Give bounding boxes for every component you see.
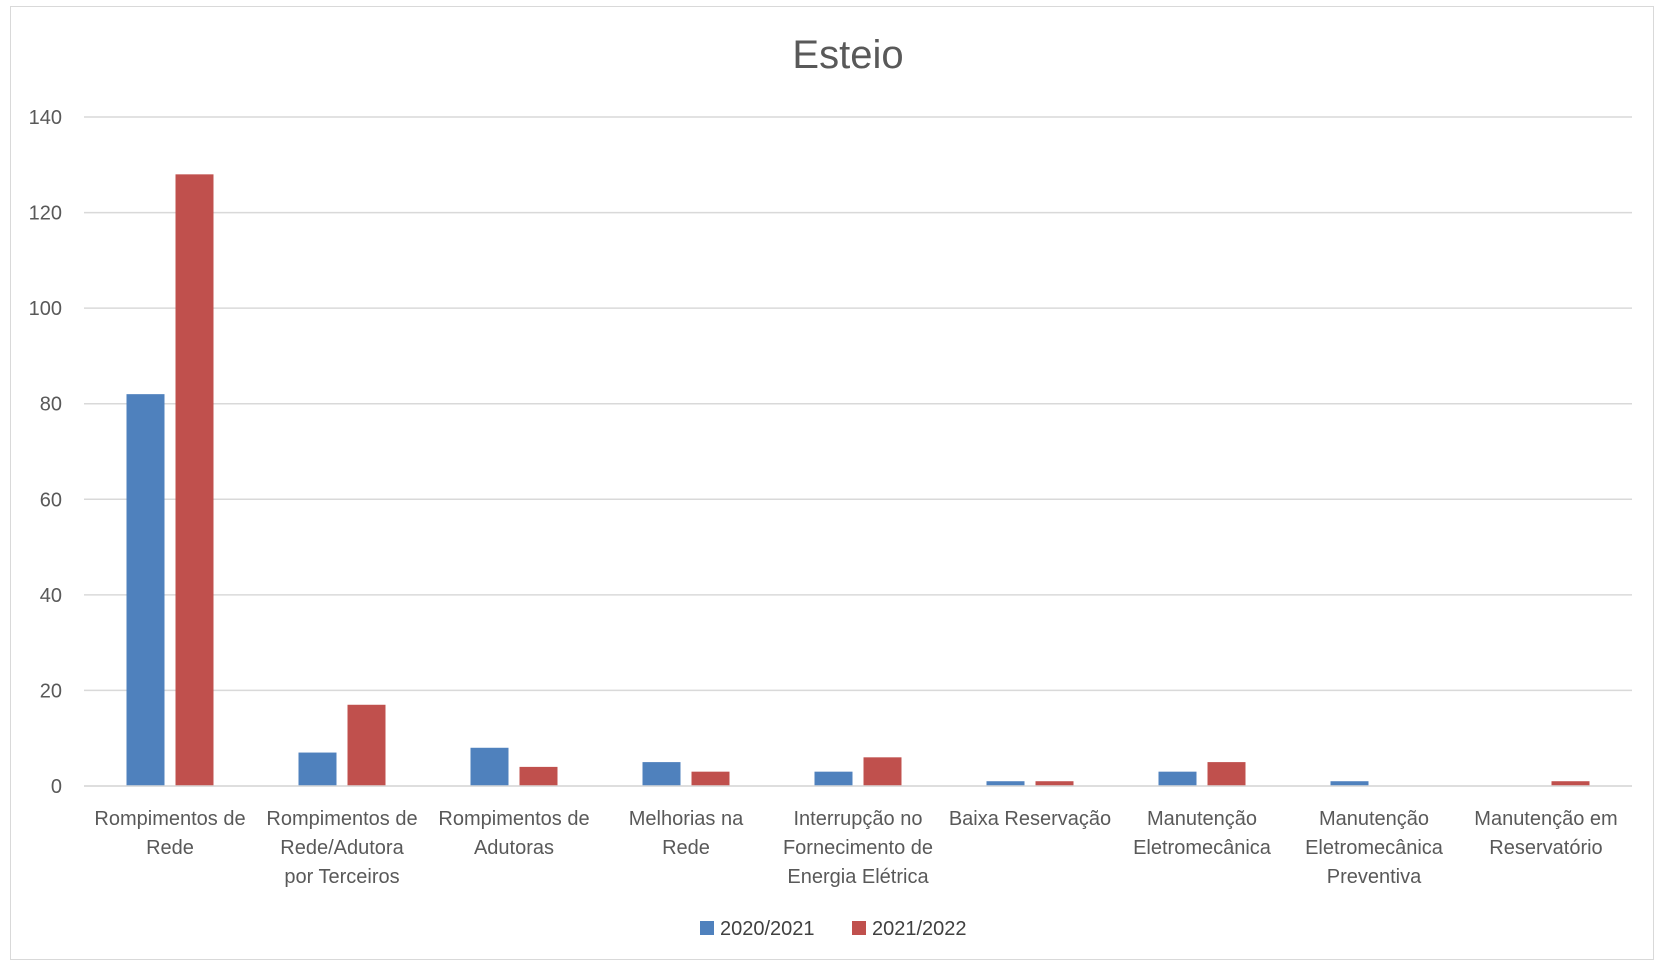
x-category-label: Manutenção Eletromecânica Preventiva: [1305, 808, 1444, 888]
y-tick-label: 0: [51, 776, 62, 798]
legend-label: 2020/2021: [720, 918, 815, 940]
x-category-label-line: Rede: [146, 837, 194, 859]
legend-swatch: [852, 921, 866, 935]
bar-2021-2022-3: [691, 771, 730, 786]
x-category-label-line: Manutenção em: [1474, 808, 1617, 830]
y-tick-label: 100: [29, 298, 62, 320]
chart-title: Esteio: [792, 33, 903, 77]
x-axis: Rompimentos de Rede Rompimentos de Rede/Adu…: [84, 785, 1632, 888]
bar-2020-2021-1: [298, 752, 337, 786]
x-category-label-line: Rompimentos de: [438, 808, 589, 830]
x-category-label: Interrupção no Fornecimento de Energia Elé…: [783, 808, 933, 888]
x-category-label-line: Baixa Reservação: [949, 808, 1111, 830]
bar-2021-2022-2: [519, 766, 558, 786]
bar-2021-2022-5: [1035, 781, 1074, 786]
x-category-label: Rompimentos de Rede/Adutora por Terceiros: [266, 808, 417, 888]
chart-frame: [10, 6, 1654, 960]
x-category-label-line: Fornecimento de: [783, 837, 933, 859]
legend-label: 2021/2022: [872, 918, 967, 940]
x-category-label-line: Rompimentos de: [94, 808, 245, 830]
bar-2020-2021-3: [642, 762, 681, 786]
bar-2020-2021-7: [1330, 781, 1369, 786]
y-tick-label: 80: [40, 394, 62, 416]
x-category-label-line: Adutoras: [474, 837, 554, 859]
y-tick-label: 20: [40, 680, 62, 702]
x-category-label-line: Manutenção: [1147, 808, 1257, 830]
x-category-label: Rompimentos de Adutoras: [438, 808, 589, 859]
x-category-label-line: Eletromecânica: [1305, 837, 1444, 859]
y-tick-label: 140: [29, 107, 62, 129]
x-category-label: Melhorias na Rede: [629, 808, 744, 859]
y-axis: 0 20 40 60 80 100 120 140: [29, 107, 62, 798]
x-category-label: Manutenção em Reservatório: [1474, 808, 1617, 859]
x-category-label-line: Energia Elétrica: [787, 866, 929, 888]
x-category-label: Manutenção Eletromecânica: [1133, 808, 1272, 859]
x-category-label-line: Eletromecânica: [1133, 837, 1272, 859]
x-category-label-line: Reservatório: [1489, 837, 1602, 859]
x-category-label-line: Manutenção: [1319, 808, 1429, 830]
bar-2020-2021-6: [1158, 771, 1197, 786]
bar-2021-2022-8: [1551, 781, 1590, 786]
bars: [126, 174, 1590, 787]
x-category-label-line: Rede: [662, 837, 710, 859]
y-tick-label: 40: [40, 585, 62, 607]
bar-2021-2022-0: [175, 174, 214, 787]
y-tick-label: 60: [40, 489, 62, 511]
bar-2020-2021-0: [126, 394, 165, 786]
bar-2020-2021-5: [986, 781, 1025, 786]
legend: 2020/2021 2021/2022: [700, 918, 967, 940]
x-category-label: Baixa Reservação: [949, 808, 1111, 830]
y-tick-label: 120: [29, 203, 62, 225]
x-category-label-line: Rompimentos de: [266, 808, 417, 830]
bar-2021-2022-1: [347, 704, 386, 786]
gridlines: [84, 116, 1632, 787]
legend-swatch: [700, 921, 714, 935]
bar-2020-2021-4: [814, 771, 853, 786]
x-category-label-line: Melhorias na: [629, 808, 744, 830]
bar-2021-2022-4: [863, 757, 902, 786]
x-category-label-line: Preventiva: [1327, 866, 1422, 888]
bar-2021-2022-6: [1207, 762, 1246, 786]
x-category-label: Rompimentos de Rede: [94, 808, 245, 859]
x-category-label-line: Rede/Adutora: [280, 837, 404, 859]
bar-2020-2021-2: [470, 747, 509, 786]
x-category-label-line: Interrupção no: [794, 808, 923, 830]
x-category-label-line: por Terceiros: [284, 866, 399, 888]
